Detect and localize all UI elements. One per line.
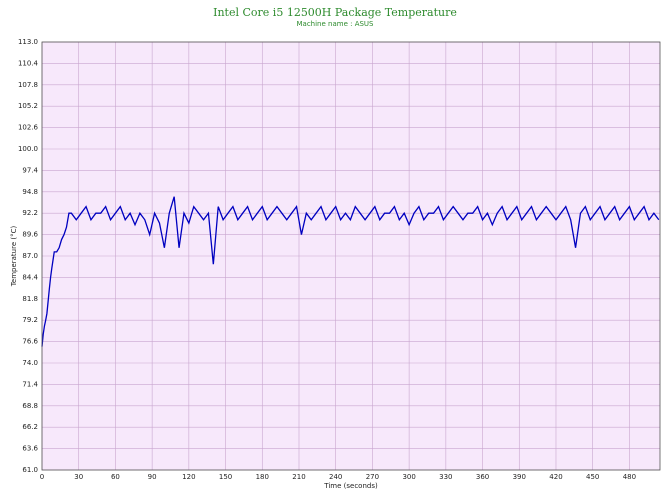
y-tick-label: 107.8 bbox=[18, 81, 38, 89]
grid: 61.0 63.6 66.2 68.8 71.4 74.0 76.6 79.2 81.8 84.4… bbox=[18, 38, 660, 481]
x-tick-label: 330 bbox=[439, 473, 452, 481]
y-tick-label: 81.8 bbox=[22, 295, 38, 303]
y-tick-label: 63.6 bbox=[22, 445, 38, 453]
x-tick-label: 30 bbox=[74, 473, 83, 481]
y-tick-label: 68.8 bbox=[22, 402, 38, 410]
x-tick-label: 360 bbox=[476, 473, 489, 481]
y-tick-label: 110.4 bbox=[18, 59, 39, 67]
x-tick-label: 150 bbox=[219, 473, 232, 481]
y-tick-label: 61.0 bbox=[22, 466, 38, 474]
x-tick-label: 270 bbox=[366, 473, 379, 481]
y-tick-label: 100.0 bbox=[18, 145, 38, 153]
y-tick-label: 74.0 bbox=[22, 359, 38, 367]
x-tick-label: 450 bbox=[586, 473, 599, 481]
x-tick-label: 120 bbox=[182, 473, 195, 481]
x-tick-label: 180 bbox=[256, 473, 269, 481]
x-tick-label: 210 bbox=[292, 473, 305, 481]
x-tick-label: 390 bbox=[513, 473, 526, 481]
y-tick-label: 97.4 bbox=[22, 166, 38, 174]
x-tick-label: 480 bbox=[623, 473, 636, 481]
y-tick-label: 105.2 bbox=[18, 102, 38, 110]
x-tick-label: 60 bbox=[111, 473, 120, 481]
y-tick-label: 92.2 bbox=[22, 209, 38, 217]
y-tick-label: 102.6 bbox=[18, 124, 39, 132]
y-tick-label: 84.4 bbox=[22, 273, 38, 281]
y-tick-label: 76.6 bbox=[22, 338, 38, 346]
x-tick-label: 420 bbox=[549, 473, 562, 481]
y-tick-label: 87.0 bbox=[22, 252, 38, 260]
y-tick-label: 94.8 bbox=[22, 188, 38, 196]
x-axis-label: Time (seconds) bbox=[323, 482, 378, 490]
chart-subtitle: Machine name : ASUS bbox=[297, 20, 375, 28]
y-tick-label: 79.2 bbox=[22, 316, 38, 324]
y-axis-label: Temperature (°C) bbox=[10, 226, 18, 288]
y-tick-label: 113.0 bbox=[18, 38, 38, 46]
x-tick-label: 240 bbox=[329, 473, 342, 481]
data-line bbox=[41, 196, 660, 347]
x-tick-label: 0 bbox=[40, 473, 44, 481]
y-tick-label: 71.4 bbox=[22, 380, 38, 388]
x-tick-label: 90 bbox=[148, 473, 157, 481]
chart-title: Intel Core i5 12500H Package Temperature bbox=[213, 6, 457, 19]
x-tick-label: 300 bbox=[402, 473, 415, 481]
y-tick-label: 66.2 bbox=[22, 423, 38, 431]
plot-border bbox=[41, 41, 661, 471]
y-tick-label: 89.6 bbox=[22, 231, 38, 239]
marks bbox=[41, 196, 660, 347]
